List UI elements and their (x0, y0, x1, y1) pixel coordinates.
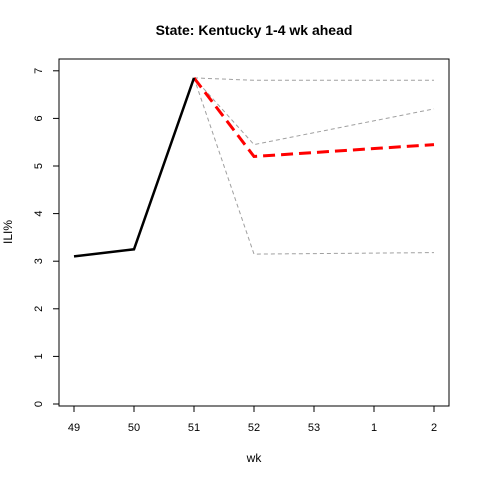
interval-line-2 (193, 77, 435, 255)
interval-line-0 (193, 77, 434, 81)
y-tick-label: 4 (33, 211, 45, 217)
x-tick-label: 1 (371, 422, 377, 434)
y-axis-label: ILI% (1, 220, 15, 244)
x-tick-label: 51 (188, 422, 200, 434)
x-tick-label: 49 (68, 422, 80, 434)
plot-area (58, 58, 450, 407)
observed-line-0 (73, 77, 196, 258)
series-layer (73, 76, 435, 258)
x-axis: 49 50 51 52 53 1 2 (68, 405, 437, 434)
y-tick-label: 1 (33, 353, 45, 359)
x-tick-label: 2 (431, 422, 437, 434)
y-tick-label: 0 (33, 401, 45, 407)
y-tick-label: 7 (33, 68, 45, 74)
x-tick-label: 53 (308, 422, 320, 434)
y-tick-label: 3 (33, 258, 45, 264)
y-axis: 0 1 2 3 4 5 6 7 (33, 68, 60, 407)
forecast-point-line-0 (192, 76, 435, 159)
y-tick-label: 5 (33, 163, 45, 169)
x-tick-label: 52 (248, 422, 260, 434)
interval-line-1 (193, 77, 435, 146)
x-axis-label: wk (246, 451, 263, 465)
chart-title: State: Kentucky 1-4 wk ahead (156, 22, 353, 38)
y-tick-label: 2 (33, 306, 45, 312)
x-tick-label: 50 (128, 422, 140, 434)
y-tick-label: 6 (33, 115, 45, 121)
